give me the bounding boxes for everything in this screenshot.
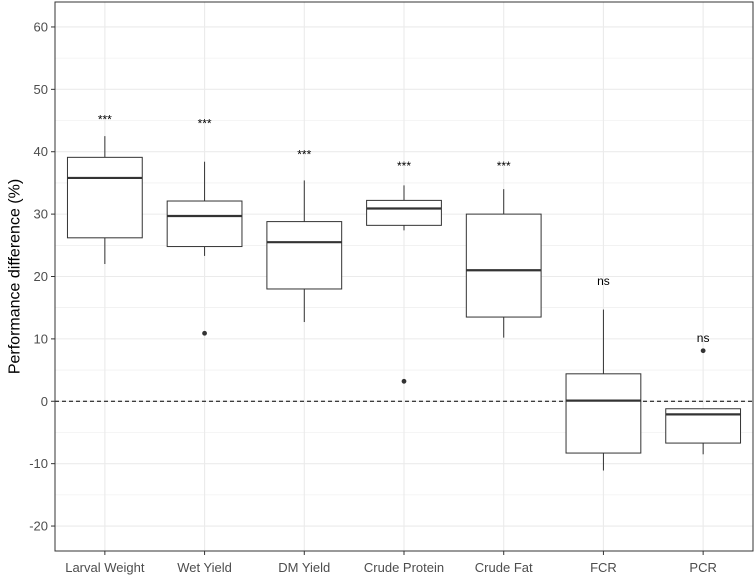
x-tick-label: Larval Weight	[65, 560, 145, 575]
x-axis-ticks: Larval Weight Wet Yield DM Yield Crude Prot…	[65, 551, 717, 575]
box-larval-weight	[66, 136, 143, 265]
box-crude-protein	[366, 185, 442, 384]
y-tick-label: -10	[29, 456, 48, 471]
y-tick-label: 30	[34, 207, 48, 222]
x-tick-label: Crude Fat	[475, 560, 533, 575]
y-tick-label: 60	[34, 19, 48, 34]
significance-label: ***	[198, 116, 212, 130]
significance-label: ***	[297, 148, 311, 162]
y-axis-title: Performance difference (%)	[7, 179, 24, 374]
box-pcr	[665, 348, 742, 455]
box-wet-yield	[166, 161, 243, 336]
significance-label: ***	[98, 113, 112, 127]
y-tick-label: 50	[34, 82, 48, 97]
y-axis-ticks: -20 -10 0 10 20 30 40 50 60	[29, 19, 55, 534]
significance-label: ***	[397, 159, 411, 173]
y-tick-label: 40	[34, 144, 48, 159]
x-tick-label: Crude Protein	[364, 560, 444, 575]
significance-label: ns	[597, 274, 610, 288]
box-iqr	[166, 200, 243, 248]
box-layer	[66, 136, 742, 471]
grid-lines	[55, 2, 753, 551]
x-tick-label: PCR	[689, 560, 716, 575]
significance-label: ns	[697, 331, 710, 345]
box-iqr	[66, 156, 143, 239]
y-tick-label: -20	[29, 519, 48, 534]
box-crude-fat	[465, 189, 542, 338]
x-tick-label: FCR	[590, 560, 617, 575]
significance-labels: *** *** *** *** *** ns ns	[98, 113, 710, 345]
box-iqr	[565, 373, 642, 454]
y-tick-label: 10	[34, 331, 48, 346]
box-iqr	[366, 199, 442, 226]
outlier-point	[700, 348, 706, 354]
x-tick-label: DM Yield	[278, 560, 330, 575]
box-iqr	[266, 221, 343, 290]
outlier-point	[202, 330, 207, 336]
x-tick-label: Wet Yield	[177, 560, 232, 575]
box-iqr	[465, 213, 542, 318]
outlier-point	[401, 378, 407, 384]
box-fcr	[565, 309, 642, 471]
box-dm-yield	[266, 180, 343, 323]
y-tick-label: 0	[41, 394, 48, 409]
significance-label: ***	[497, 159, 511, 173]
y-tick-label: 20	[34, 269, 48, 284]
